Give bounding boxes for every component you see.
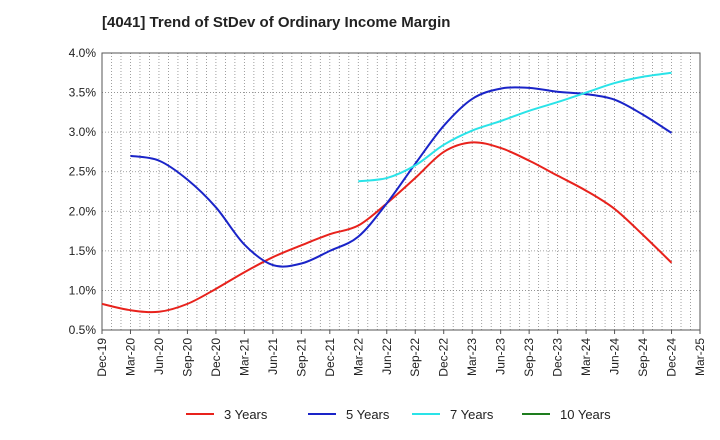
legend-label: 5 Years: [346, 407, 390, 422]
y-axis-ticks: 0.5% 1.0% 1.5% 2.0% 2.5% 3.0% 3.5% 4.0%: [69, 46, 97, 337]
x-tick-label: Sep-22: [408, 338, 422, 377]
x-tick-label: Jun-21: [266, 338, 280, 375]
chart-title: [4041] Trend of StDev of Ordinary Income…: [102, 14, 451, 31]
x-tick-label: Sep-24: [636, 338, 650, 377]
y-tick-label: 1.0%: [69, 283, 97, 297]
x-tick-label: Jun-24: [608, 338, 622, 375]
y-tick-label: 2.5%: [69, 165, 97, 179]
y-tick-label: 1.5%: [69, 244, 97, 258]
legend-label: 3 Years: [224, 407, 268, 422]
x-tick-label: Dec-22: [437, 338, 451, 377]
x-tick-label: Jun-23: [494, 338, 508, 375]
x-tick-label: Mar-23: [465, 338, 479, 376]
plot-frame: [101, 52, 701, 331]
x-tick-label: Sep-20: [180, 338, 194, 377]
x-tick-label: Dec-23: [551, 338, 565, 377]
x-tick-label: Jun-20: [152, 338, 166, 375]
legend-label: 10 Years: [560, 407, 611, 422]
y-tick-label: 3.5%: [69, 86, 97, 100]
x-tick-label: Mar-20: [123, 338, 137, 376]
x-tick-label: Mar-21: [237, 338, 251, 376]
y-tick-label: 4.0%: [69, 46, 97, 60]
legend-label: 7 Years: [450, 407, 494, 422]
x-tick-label: Dec-19: [95, 338, 109, 377]
x-tick-label: Mar-24: [579, 338, 593, 376]
x-tick-label: Sep-23: [522, 338, 536, 377]
y-tick-label: 2.0%: [69, 204, 97, 218]
series-line-5-years: [130, 86, 673, 268]
x-tick-label: Sep-21: [294, 338, 308, 377]
y-tick-label: 0.5%: [69, 323, 97, 337]
x-tick-label: Mar-25: [693, 338, 707, 376]
x-tick-label: Dec-20: [209, 338, 223, 377]
legend: 3 Years 5 Years 7 Years 10 Years: [186, 407, 611, 422]
series-line-7-years: [358, 71, 672, 183]
series-layer: [101, 71, 673, 314]
x-tick-label: Dec-21: [323, 338, 337, 377]
x-tick-label: Jun-22: [380, 338, 394, 375]
x-tick-label: Dec-24: [665, 338, 679, 377]
grid-layer: [102, 53, 700, 330]
y-tick-label: 3.0%: [69, 125, 97, 139]
x-axis-ticks: Dec-19 Mar-20 Jun-20 Sep-20 Dec-20 Mar-21 Jun-…: [95, 330, 707, 377]
x-tick-label: Mar-22: [351, 338, 365, 376]
